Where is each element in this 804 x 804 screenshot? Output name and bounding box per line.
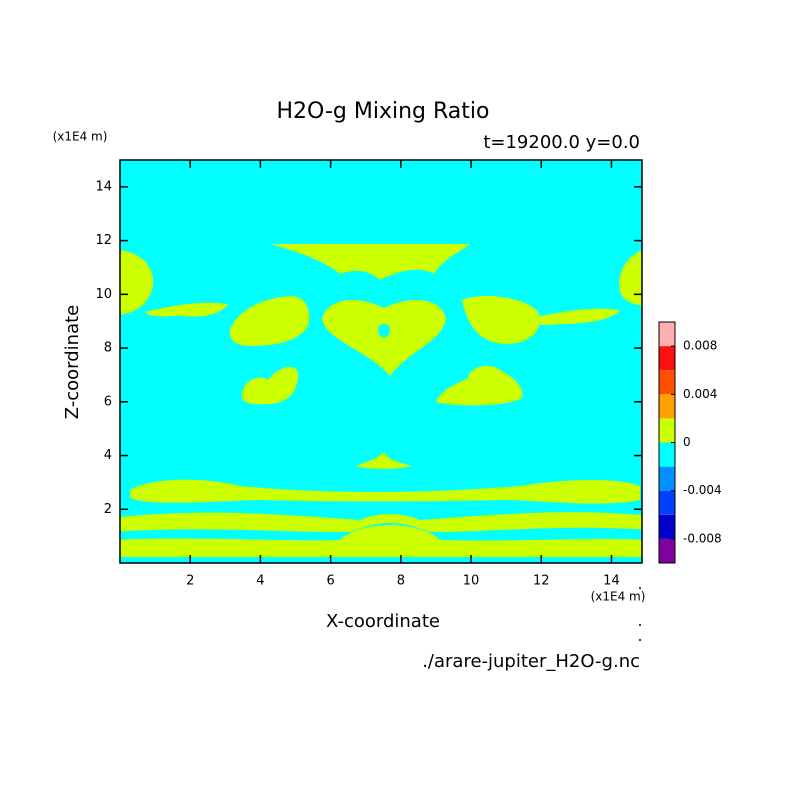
y-axis-label: Z-coordinate: [62, 305, 83, 420]
y-tick-label: 4: [104, 448, 112, 463]
contour-region: [120, 512, 642, 532]
contour-region: [270, 244, 470, 280]
colorbar-band: [659, 514, 675, 539]
colorbar-tick-label: 0: [683, 435, 691, 449]
y-tick-label: 10: [95, 287, 112, 302]
contour-region: [355, 452, 412, 469]
colorbar-tick-label: -0.004: [683, 483, 722, 497]
x-tick-label: 12: [533, 574, 550, 589]
x-tick-label: 10: [463, 574, 480, 589]
dot: [639, 639, 641, 641]
contour-region: [241, 366, 299, 405]
colorbar-tick-label: 0.004: [683, 387, 717, 401]
colorbar-band: [659, 418, 675, 443]
contour-region: [322, 299, 446, 376]
x-tick-label: 14: [603, 574, 620, 589]
x-tick-label: 2: [186, 574, 194, 589]
colorbar-tick-label: 0.008: [683, 339, 717, 353]
plot-frame: [119, 159, 643, 564]
subtitle: t=19200.0 y=0.0: [483, 132, 640, 153]
dot: [639, 624, 641, 626]
contour-region: [120, 250, 154, 315]
x-axis-label: X-coordinate: [326, 611, 440, 632]
colorbar-band: [659, 442, 675, 467]
colorbar-tick-label: -0.008: [683, 531, 722, 545]
colorbar-band: [659, 394, 675, 419]
y-tick-label: 2: [104, 502, 112, 517]
contour-region: [619, 250, 642, 306]
colorbar-band: [659, 370, 675, 395]
x-tick-label: 8: [397, 574, 405, 589]
colorbar-band: [659, 322, 675, 347]
contour-region: [362, 528, 404, 556]
y-tick-label: 14: [95, 179, 112, 194]
colorbar-band: [659, 466, 675, 491]
y-tick-label: 6: [104, 394, 112, 409]
dot: [639, 587, 641, 589]
x-unit: (x1E4 m): [591, 590, 646, 604]
colorbar-band: [659, 346, 675, 371]
y-tick-label: 8: [104, 341, 112, 356]
contour-region: [530, 308, 620, 326]
chart-title: H2O-g Mixing Ratio: [277, 99, 490, 124]
x-tick-label: 6: [326, 574, 334, 589]
colorbar-band: [659, 490, 675, 515]
y-tick-label: 12: [95, 233, 112, 248]
contour-region: [145, 302, 228, 317]
x-tick-label: 4: [256, 574, 264, 589]
source-label: ./arare-jupiter_H2O-g.nc: [422, 651, 640, 672]
contour-region: [462, 296, 540, 344]
contour-region: [130, 479, 640, 504]
contour-region: [229, 296, 310, 346]
contour-region: [436, 365, 523, 406]
colorbar-band: [659, 538, 675, 563]
y-unit: (x1E4 m): [53, 130, 108, 144]
